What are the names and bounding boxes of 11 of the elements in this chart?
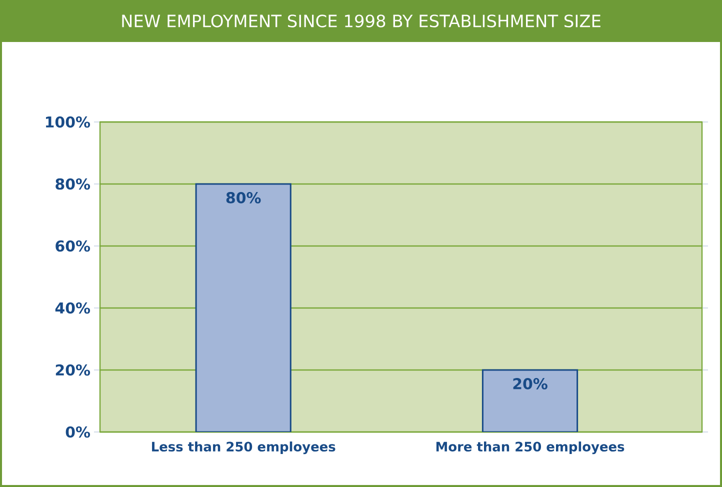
data-label: 80% [226,192,261,204]
chart-title: NEW EMPLOYMENT SINCE 1998 BY ESTABLISHMENT SIZE [122,14,600,28]
y-tick-label: 100% [46,116,90,128]
y-tick-label: 0% [66,426,90,438]
x-tick-label: More than 250 employees [436,442,624,454]
y-tick-label: 40% [55,302,90,314]
data-label: 20% [513,378,548,390]
y-tick-label: 80% [56,178,90,190]
y-tick-label: 20% [56,364,90,376]
x-tick-label: Less than 250 employees [152,442,336,454]
y-tick-label: 60% [56,240,90,252]
